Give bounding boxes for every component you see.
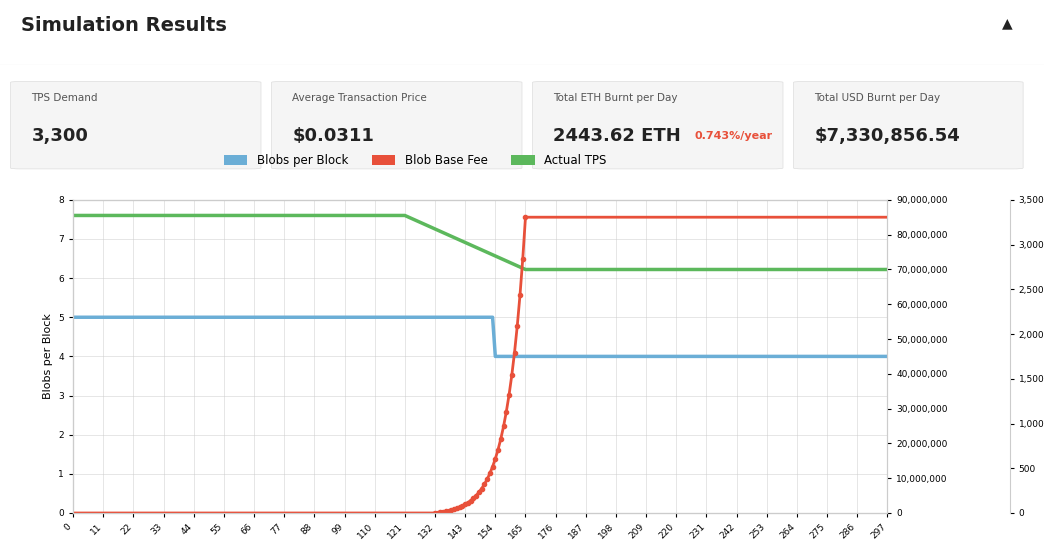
- Text: Total ETH Burnt per Day: Total ETH Burnt per Day: [553, 93, 678, 103]
- Text: $0.0311: $0.0311: [292, 127, 374, 145]
- Text: Simulation Results: Simulation Results: [21, 16, 227, 35]
- FancyBboxPatch shape: [271, 82, 522, 169]
- FancyBboxPatch shape: [532, 82, 783, 169]
- Text: ▲: ▲: [1002, 16, 1013, 30]
- FancyBboxPatch shape: [793, 82, 1023, 169]
- Text: Average Transaction Price: Average Transaction Price: [292, 93, 427, 103]
- Text: TPS Demand: TPS Demand: [31, 93, 98, 103]
- FancyBboxPatch shape: [10, 82, 261, 169]
- Text: $7,330,856.54: $7,330,856.54: [814, 127, 960, 145]
- Text: 0.743%/year: 0.743%/year: [694, 131, 773, 141]
- Text: Total USD Burnt per Day: Total USD Burnt per Day: [814, 93, 941, 103]
- Y-axis label: Blobs per Block: Blobs per Block: [43, 313, 53, 400]
- Text: 3,300: 3,300: [31, 127, 88, 145]
- Legend: Blobs per Block, Blob Base Fee, Actual TPS: Blobs per Block, Blob Base Fee, Actual T…: [219, 150, 612, 172]
- Text: 2443.62 ETH: 2443.62 ETH: [553, 127, 681, 145]
